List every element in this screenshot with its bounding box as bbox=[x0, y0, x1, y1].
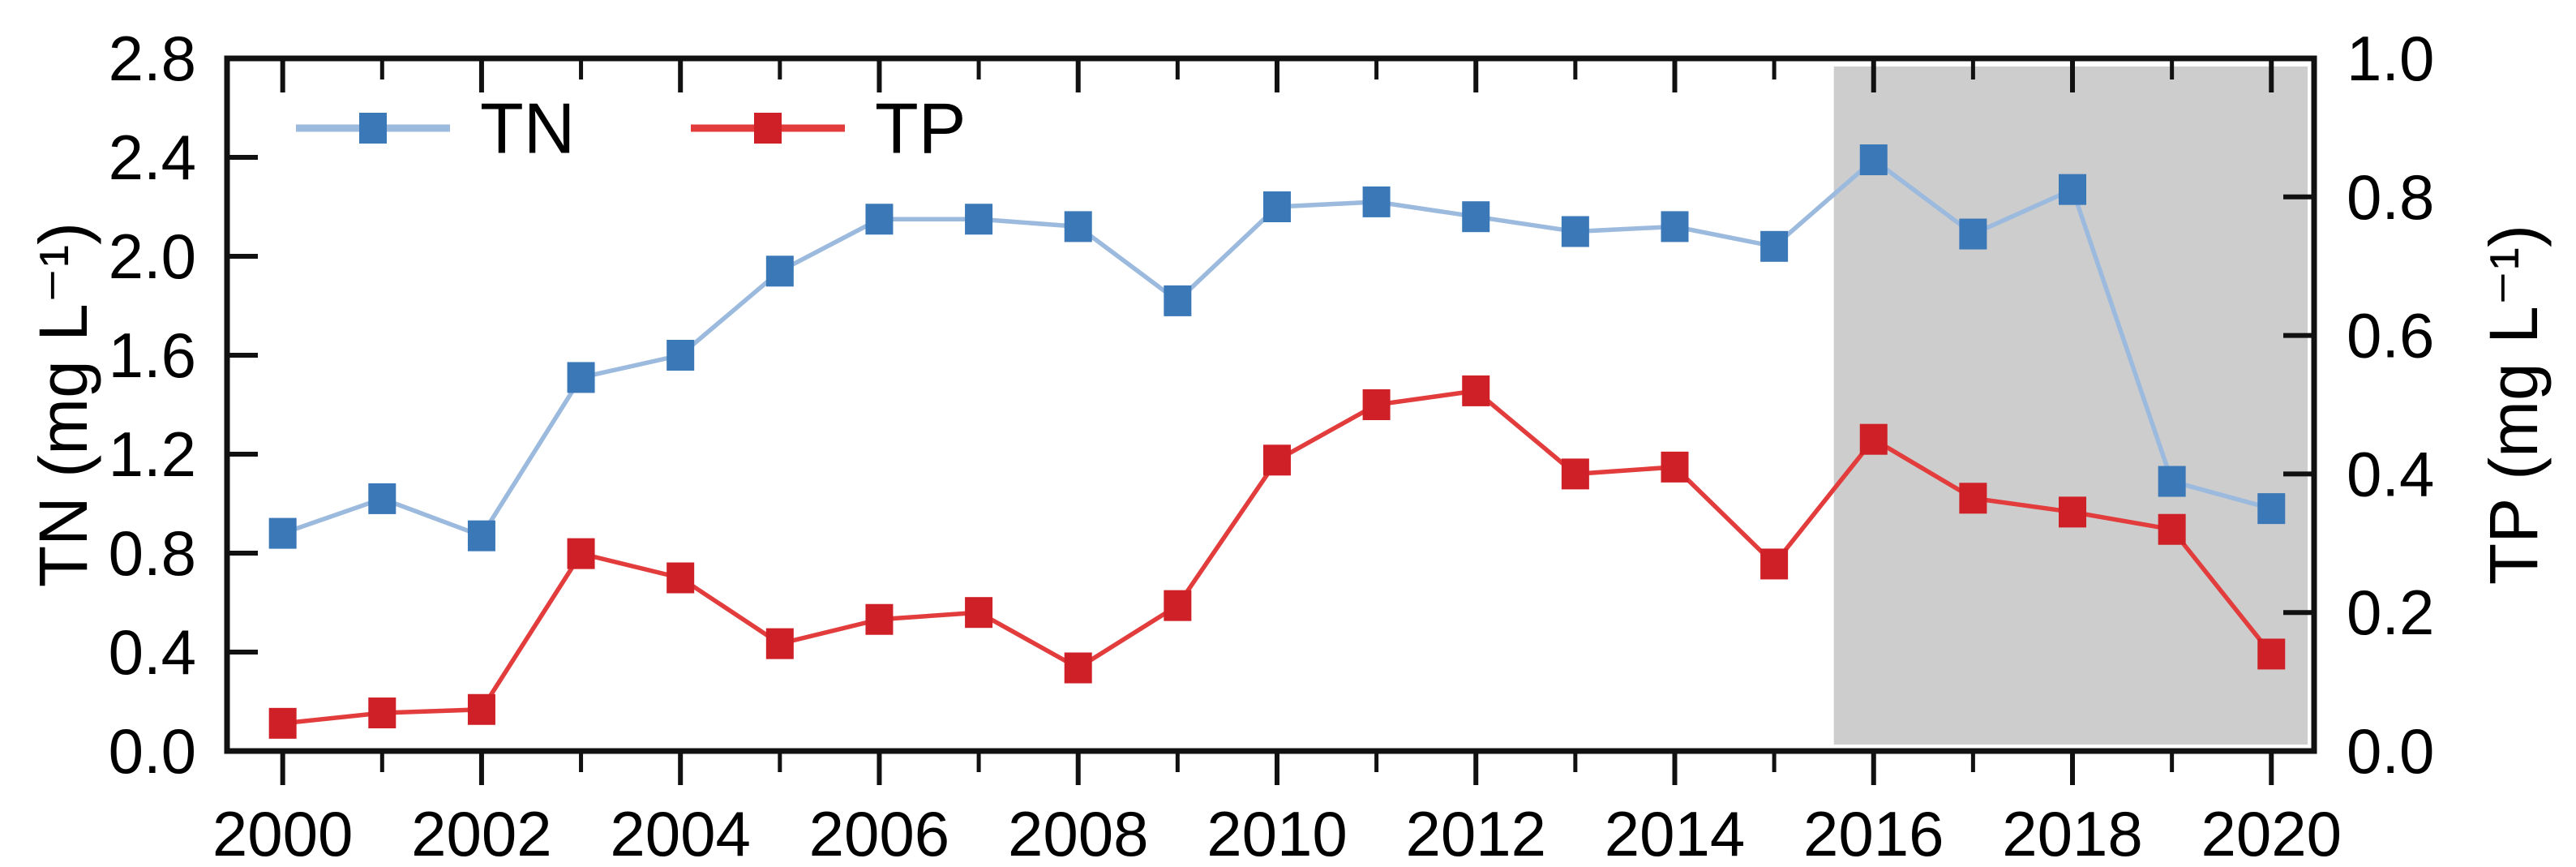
x-tick-label: 2016 bbox=[1803, 798, 1944, 867]
plot-frame bbox=[224, 55, 2317, 754]
tp-marker-2000 bbox=[268, 707, 297, 739]
tp-marker-2011 bbox=[1362, 389, 1391, 420]
tn-marker-2017 bbox=[1959, 218, 1987, 250]
x-tick-label: 2000 bbox=[212, 798, 354, 867]
tp-marker-2003 bbox=[567, 538, 595, 569]
y-right-tick-label: 0.6 bbox=[2347, 300, 2434, 371]
tp-marker-2019 bbox=[2158, 513, 2186, 545]
tn-marker-2004 bbox=[667, 340, 695, 371]
y-left-tick-label: 1.6 bbox=[109, 320, 196, 391]
tn-marker-2016 bbox=[1859, 144, 1888, 176]
highlight-layer bbox=[1833, 67, 2308, 745]
tp-marker-2014 bbox=[1661, 451, 1689, 483]
right-axis-title: TP (mg L⁻¹) bbox=[2475, 225, 2552, 585]
x-tick-label: 2008 bbox=[1008, 798, 1149, 867]
y-left-tick-label: 1.2 bbox=[109, 418, 196, 490]
ticks-layer bbox=[227, 58, 2314, 785]
y-right-tick-label: 1.0 bbox=[2347, 23, 2434, 94]
tp-marker-2008 bbox=[1064, 652, 1092, 684]
tn-legend-label: TN bbox=[480, 88, 575, 169]
tn-marker-2012 bbox=[1462, 201, 1490, 233]
tn-marker-2008 bbox=[1064, 211, 1092, 243]
y-right-tick-label: 0.0 bbox=[2347, 715, 2434, 787]
x-tick-label: 2002 bbox=[411, 798, 552, 867]
tp-marker-2018 bbox=[2059, 496, 2087, 528]
tp-marker-2002 bbox=[467, 693, 495, 725]
series-layer bbox=[268, 144, 2286, 739]
legend: TN TP bbox=[296, 88, 966, 169]
tp-marker-2020 bbox=[2257, 638, 2286, 670]
tp-marker-2012 bbox=[1462, 375, 1490, 406]
x-tick-label: 2010 bbox=[1207, 798, 1348, 867]
x-tick-label: 2006 bbox=[809, 798, 950, 867]
tn-marker-2001 bbox=[368, 483, 396, 514]
tick-labels-layer: 2000 2002 2004 2006 2008 2010 2012 2014 2016 2018… bbox=[109, 23, 2435, 867]
tp-marker-2006 bbox=[865, 603, 894, 635]
tn-marker-2005 bbox=[765, 255, 794, 287]
tn-marker-2019 bbox=[2158, 466, 2186, 497]
x-tick-label: 2020 bbox=[2201, 798, 2342, 867]
tn-marker-2015 bbox=[1760, 230, 1789, 262]
tp-marker-2001 bbox=[368, 697, 396, 729]
tp-marker-2016 bbox=[1859, 423, 1888, 455]
y-left-tick-label: 0.4 bbox=[109, 616, 196, 688]
y-right-tick-label: 0.8 bbox=[2347, 161, 2434, 233]
y-left-tick-label: 0.8 bbox=[109, 517, 196, 589]
tn-marker-2014 bbox=[1661, 211, 1689, 243]
tn-marker-2002 bbox=[467, 520, 495, 552]
tn-marker-2011 bbox=[1362, 186, 1391, 217]
y-left-tick-label: 2.8 bbox=[109, 23, 196, 94]
x-tick-label: 2018 bbox=[2002, 798, 2143, 867]
tp-marker-2013 bbox=[1561, 458, 1589, 490]
tp-legend-label: TP bbox=[875, 88, 966, 169]
tn-marker-2007 bbox=[965, 204, 993, 235]
tn-marker-2020 bbox=[2257, 493, 2286, 525]
tp-marker-2015 bbox=[1760, 548, 1789, 580]
tp-legend-marker-swatch bbox=[754, 113, 782, 144]
tn-marker-2018 bbox=[2059, 174, 2087, 205]
highlight-region bbox=[1833, 67, 2308, 745]
y-left-tick-label: 0.0 bbox=[109, 715, 196, 787]
left-axis-title: TN (mg L⁻¹) bbox=[25, 222, 101, 587]
tp-marker-2007 bbox=[965, 597, 993, 629]
y-right-tick-label: 0.2 bbox=[2347, 577, 2434, 648]
tn-marker-2000 bbox=[268, 517, 297, 549]
tp-marker-2010 bbox=[1262, 444, 1291, 476]
tn-marker-2006 bbox=[865, 204, 894, 235]
tn-legend-marker-swatch bbox=[359, 113, 387, 144]
tp-marker-2017 bbox=[1959, 483, 1987, 514]
y-left-tick-label: 2.0 bbox=[109, 221, 196, 292]
tn-marker-2010 bbox=[1262, 191, 1291, 222]
frame-layer bbox=[224, 55, 2317, 754]
tp-marker-2009 bbox=[1164, 590, 1192, 621]
tn-marker-2003 bbox=[567, 362, 595, 393]
x-tick-label: 2014 bbox=[1605, 798, 1746, 867]
tp-marker-2004 bbox=[667, 562, 695, 594]
y-right-tick-label: 0.4 bbox=[2347, 438, 2434, 509]
tn-marker-2009 bbox=[1164, 285, 1192, 316]
tp-marker-2005 bbox=[765, 628, 794, 659]
y-left-tick-label: 2.4 bbox=[109, 122, 196, 193]
x-tick-label: 2004 bbox=[610, 798, 751, 867]
x-tick-label: 2012 bbox=[1405, 798, 1546, 867]
tn-marker-2013 bbox=[1561, 216, 1589, 247]
